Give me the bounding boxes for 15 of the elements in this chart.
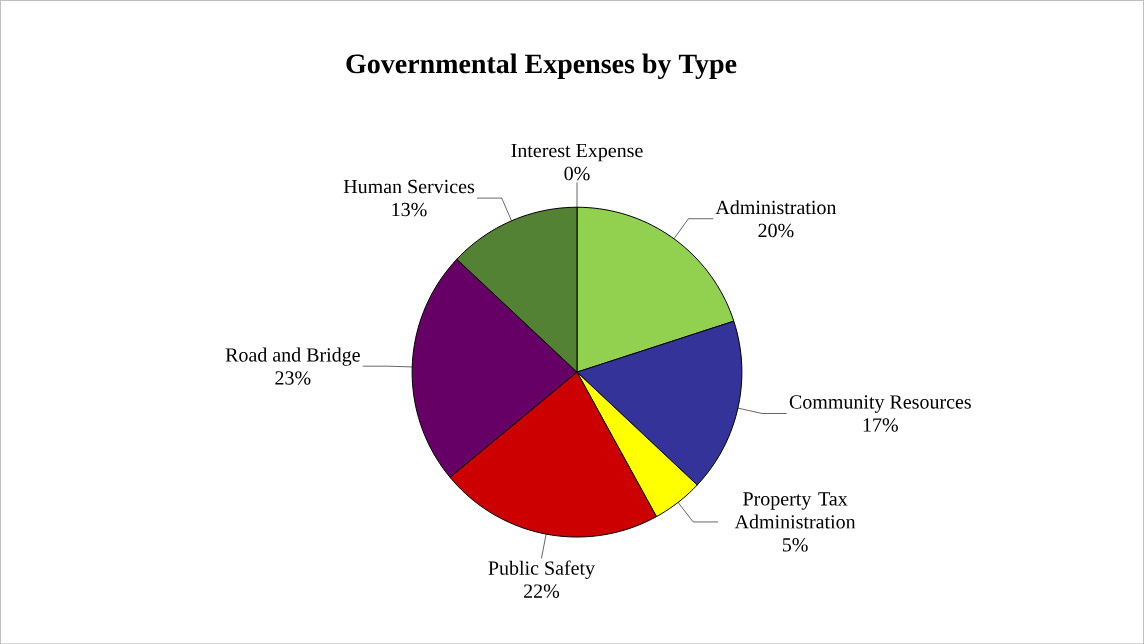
data-label: 5% bbox=[782, 537, 808, 552]
slice-label: Administration bbox=[715, 200, 837, 215]
data-label: 20% bbox=[758, 223, 794, 238]
chart-title: Governmental Expenses by Type bbox=[346, 53, 737, 79]
slice-label: Property Tax Administration bbox=[734, 492, 856, 529]
slice-label: Public Safety bbox=[488, 560, 595, 579]
data-label: 13% bbox=[392, 202, 427, 217]
data-label: 17% bbox=[863, 418, 898, 432]
category-label: Interest Expense bbox=[511, 143, 643, 162]
data-label: 22% bbox=[524, 584, 560, 598]
slice-label: Human Services bbox=[343, 179, 475, 194]
slice-label: Community Resources bbox=[789, 395, 971, 413]
data-label: 23% bbox=[275, 371, 311, 385]
slice-label: Road and Bridge bbox=[225, 347, 360, 366]
text: 0% bbox=[564, 166, 590, 181]
